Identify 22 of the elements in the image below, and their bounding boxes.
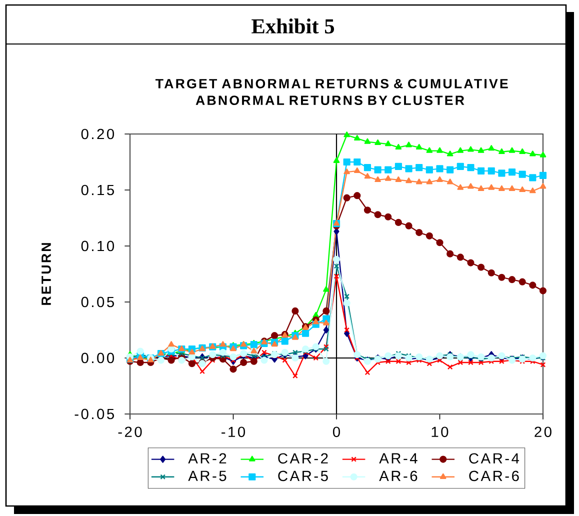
- chart-subtitle: TARGET ABNORMAL RETURNS & CUMULATIVE ABNORMAL RETURNS BY CLUSTER: [155, 78, 508, 106]
- y-axis-title: RETURN: [42, 243, 51, 305]
- y-tick-label: 0.20: [81, 128, 114, 140]
- x-tick-label: 0: [332, 426, 340, 438]
- legend-label: AR-4: [379, 453, 418, 464]
- legend-label: AR-2: [188, 453, 226, 464]
- x-tick-label: 20: [534, 426, 552, 438]
- legend-label: AR-6: [379, 470, 418, 482]
- x-tick-label: -20: [118, 426, 142, 438]
- legend-label: AR-5: [188, 470, 226, 482]
- x-tick-label: -10: [222, 426, 246, 438]
- y-tick-label: 0.10: [81, 240, 114, 252]
- y-tick-label: 0.15: [81, 184, 114, 196]
- legend-label: CAR-2: [278, 453, 328, 464]
- y-tick-label: 0.05: [81, 296, 114, 308]
- legend-label: CAR-4: [469, 453, 520, 464]
- x-tick-label: 10: [432, 426, 448, 438]
- chart-title: Exhibit 5: [252, 18, 334, 34]
- legend-label: CAR-6: [469, 470, 519, 482]
- y-tick-label: 0.00: [81, 352, 114, 364]
- legend-label: CAR-5: [278, 470, 328, 482]
- y-tick-label: -0.05: [74, 408, 114, 420]
